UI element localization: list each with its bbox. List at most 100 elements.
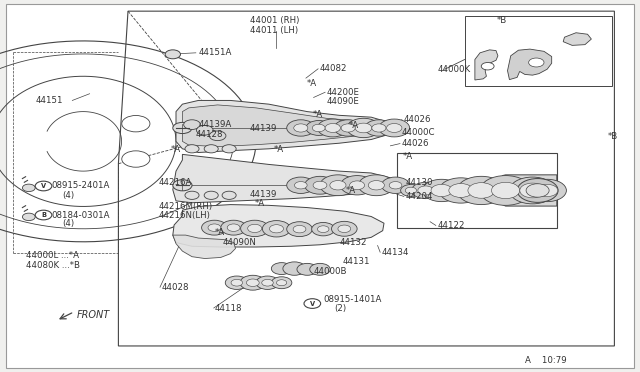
Circle shape: [304, 299, 321, 308]
Text: (4): (4): [62, 191, 74, 200]
Text: 44139: 44139: [250, 124, 277, 133]
Text: 44026: 44026: [401, 139, 429, 148]
Circle shape: [122, 151, 150, 167]
Text: *A: *A: [307, 79, 317, 88]
Circle shape: [196, 125, 213, 135]
Circle shape: [185, 145, 199, 153]
Text: 08915-1401A: 08915-1401A: [324, 295, 382, 304]
Text: 44090E: 44090E: [326, 97, 359, 106]
Circle shape: [517, 179, 558, 202]
Text: *A: *A: [274, 145, 284, 154]
Circle shape: [418, 186, 433, 195]
Circle shape: [349, 181, 365, 190]
Circle shape: [208, 224, 221, 231]
Circle shape: [405, 187, 417, 194]
Circle shape: [209, 131, 226, 141]
Text: *B: *B: [608, 132, 618, 141]
Circle shape: [22, 213, 35, 221]
Circle shape: [325, 124, 340, 132]
Circle shape: [422, 179, 461, 202]
Text: V: V: [41, 183, 46, 189]
Circle shape: [358, 175, 394, 196]
Circle shape: [262, 279, 273, 286]
Circle shape: [449, 183, 473, 198]
Circle shape: [269, 225, 284, 233]
Circle shape: [184, 120, 200, 129]
Circle shape: [528, 179, 566, 202]
Circle shape: [379, 119, 410, 137]
Text: 44082: 44082: [320, 64, 348, 73]
Circle shape: [294, 124, 308, 132]
Text: *A: *A: [312, 110, 323, 119]
Text: 44000L ...*A: 44000L ...*A: [26, 251, 79, 260]
Circle shape: [287, 222, 312, 237]
Circle shape: [313, 181, 327, 189]
Circle shape: [529, 58, 544, 67]
Circle shape: [341, 124, 355, 132]
Circle shape: [262, 221, 291, 237]
Circle shape: [332, 221, 357, 236]
Circle shape: [173, 180, 192, 191]
Text: 44128: 44128: [195, 130, 223, 139]
Circle shape: [227, 224, 240, 231]
Text: *A: *A: [215, 228, 225, 237]
Circle shape: [457, 176, 506, 205]
Circle shape: [372, 124, 386, 132]
Circle shape: [204, 145, 218, 153]
Text: A    10:79: A 10:79: [525, 356, 566, 365]
Bar: [397, 153, 557, 228]
Polygon shape: [182, 105, 381, 147]
Circle shape: [389, 182, 402, 189]
Text: 44216M(RH): 44216M(RH): [159, 202, 213, 211]
Circle shape: [310, 263, 330, 275]
Text: 44090N: 44090N: [223, 238, 257, 247]
Circle shape: [368, 180, 385, 190]
Circle shape: [340, 176, 374, 195]
Circle shape: [338, 225, 351, 232]
Text: 44011 (LH): 44011 (LH): [250, 26, 298, 35]
Text: V: V: [310, 301, 315, 307]
Text: 44131: 44131: [342, 257, 370, 266]
Circle shape: [256, 276, 279, 289]
Polygon shape: [173, 235, 236, 259]
Text: *A: *A: [255, 199, 265, 208]
Circle shape: [347, 118, 380, 138]
Circle shape: [240, 275, 266, 290]
Polygon shape: [176, 100, 390, 153]
Circle shape: [287, 177, 315, 193]
Text: 44139: 44139: [250, 190, 277, 199]
Text: *A: *A: [349, 121, 359, 130]
Circle shape: [293, 225, 306, 233]
Circle shape: [480, 176, 531, 205]
Polygon shape: [475, 50, 498, 80]
Circle shape: [312, 124, 325, 132]
Text: 44139A: 44139A: [198, 120, 232, 129]
Text: 44118: 44118: [215, 304, 243, 312]
Text: *B: *B: [497, 16, 507, 25]
Text: 08915-2401A: 08915-2401A: [51, 182, 109, 190]
Circle shape: [468, 183, 495, 198]
Circle shape: [297, 263, 317, 275]
Circle shape: [173, 122, 192, 134]
Text: 44000B: 44000B: [314, 267, 347, 276]
Circle shape: [222, 191, 236, 199]
Text: 44216N(LH): 44216N(LH): [159, 211, 211, 220]
Text: 44200E: 44200E: [326, 88, 360, 97]
Text: 44000C: 44000C: [401, 128, 435, 137]
Polygon shape: [508, 49, 552, 80]
Text: 44026: 44026: [403, 115, 431, 124]
Circle shape: [387, 124, 402, 132]
Circle shape: [317, 119, 348, 137]
Circle shape: [334, 120, 362, 136]
Text: 44151: 44151: [35, 96, 63, 105]
Circle shape: [225, 276, 248, 289]
Text: 44151A: 44151A: [198, 48, 232, 57]
Text: FRONT: FRONT: [77, 310, 110, 320]
Circle shape: [221, 220, 246, 235]
Polygon shape: [502, 175, 557, 206]
Text: 44028: 44028: [161, 283, 189, 292]
Text: 44130: 44130: [405, 178, 433, 187]
Circle shape: [122, 115, 150, 132]
Circle shape: [401, 185, 421, 196]
Circle shape: [526, 184, 549, 197]
